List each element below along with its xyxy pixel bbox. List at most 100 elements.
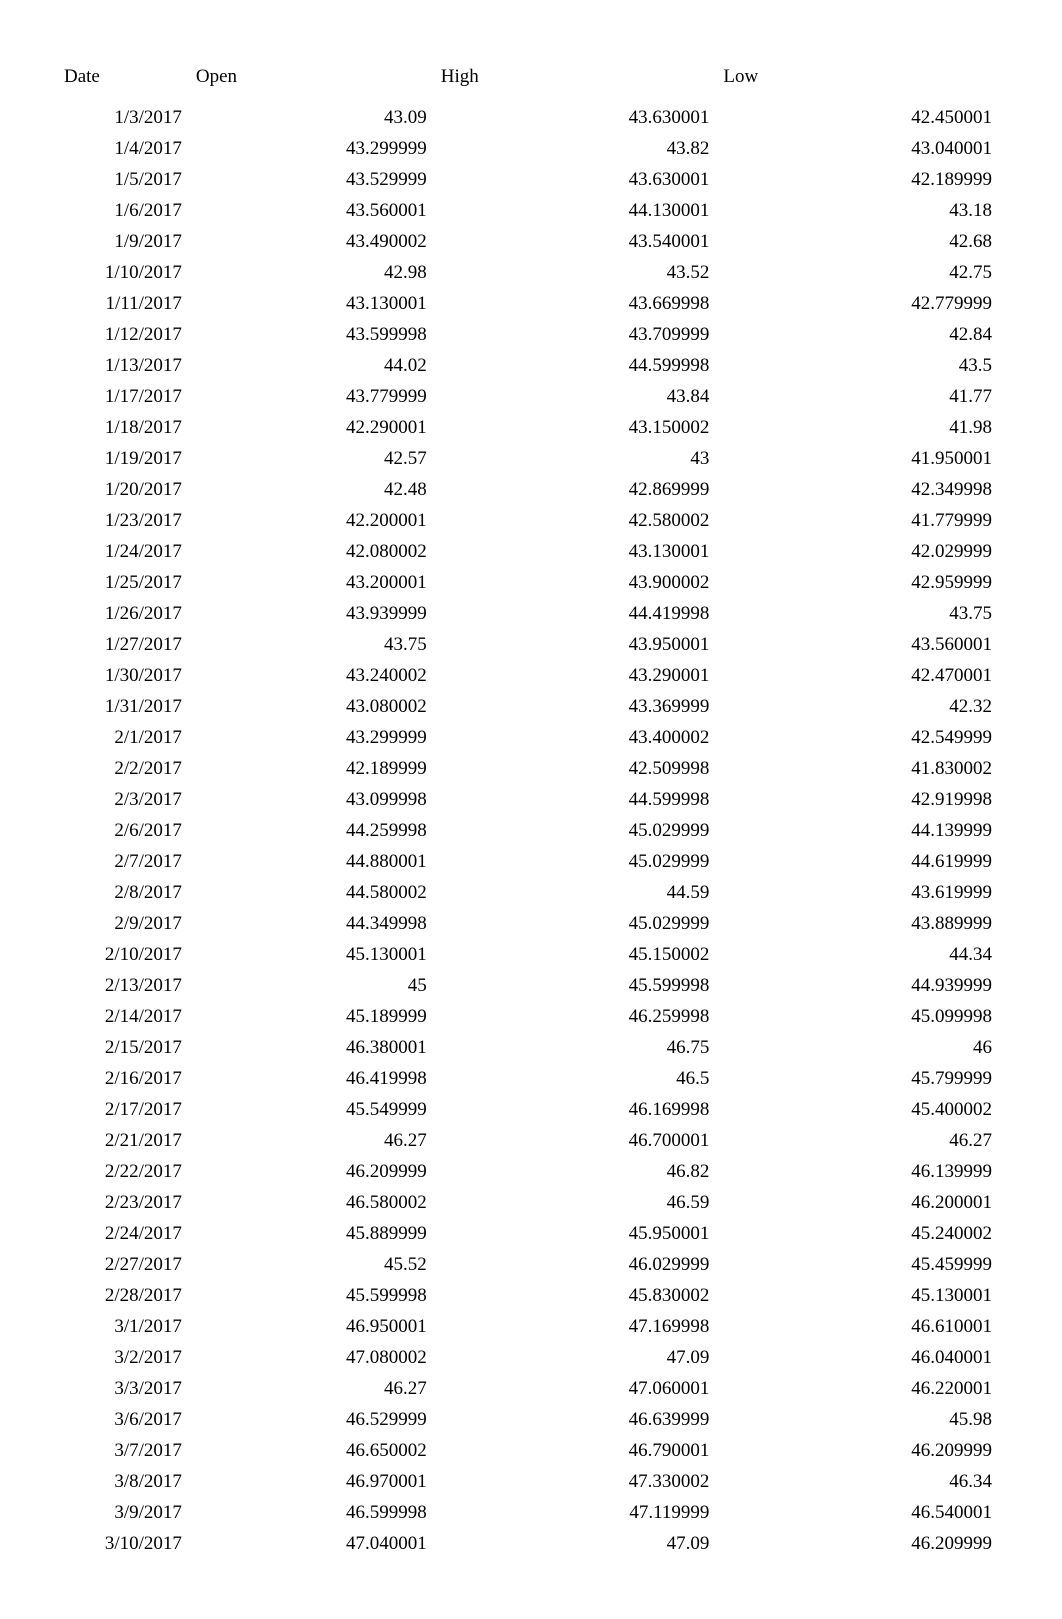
cell-high: 47.09	[437, 1528, 720, 1559]
cell-low: 44.34	[719, 939, 1002, 970]
table-row: 1/20/201742.4842.86999942.349998	[60, 474, 1002, 505]
cell-date: 1/17/2017	[60, 381, 192, 412]
cell-high: 43.369999	[437, 691, 720, 722]
cell-high: 44.59	[437, 877, 720, 908]
cell-open: 43.299999	[192, 133, 437, 164]
cell-date: 2/7/2017	[60, 846, 192, 877]
table-row: 1/26/201743.93999944.41999843.75	[60, 598, 1002, 629]
cell-date: 1/31/2017	[60, 691, 192, 722]
table-row: 2/16/201746.41999846.545.799999	[60, 1063, 1002, 1094]
cell-date: 2/10/2017	[60, 939, 192, 970]
cell-low: 41.830002	[719, 753, 1002, 784]
cell-date: 1/12/2017	[60, 319, 192, 350]
cell-open: 46.529999	[192, 1404, 437, 1435]
cell-date: 1/24/2017	[60, 536, 192, 567]
cell-date: 1/25/2017	[60, 567, 192, 598]
cell-date: 1/9/2017	[60, 226, 192, 257]
cell-date: 1/30/2017	[60, 660, 192, 691]
cell-open: 43.299999	[192, 722, 437, 753]
cell-date: 1/20/2017	[60, 474, 192, 505]
table-row: 2/14/201745.18999946.25999845.099998	[60, 1001, 1002, 1032]
cell-low: 41.779999	[719, 505, 1002, 536]
cell-date: 3/7/2017	[60, 1435, 192, 1466]
cell-low: 46.540001	[719, 1497, 1002, 1528]
cell-date: 1/18/2017	[60, 412, 192, 443]
table-row: 2/28/201745.59999845.83000245.130001	[60, 1280, 1002, 1311]
cell-high: 42.869999	[437, 474, 720, 505]
cell-open: 44.880001	[192, 846, 437, 877]
cell-open: 46.970001	[192, 1466, 437, 1497]
table-row: 1/6/201743.56000144.13000143.18	[60, 195, 1002, 226]
cell-low: 42.919998	[719, 784, 1002, 815]
cell-low: 45.459999	[719, 1249, 1002, 1280]
cell-open: 46.580002	[192, 1187, 437, 1218]
cell-date: 1/13/2017	[60, 350, 192, 381]
cell-low: 44.939999	[719, 970, 1002, 1001]
table-header-row: Date Open High Low	[60, 60, 1002, 102]
cell-date: 2/8/2017	[60, 877, 192, 908]
cell-open: 42.200001	[192, 505, 437, 536]
cell-open: 43.09	[192, 102, 437, 133]
table-row: 3/10/201747.04000147.0946.209999	[60, 1528, 1002, 1559]
cell-high: 46.169998	[437, 1094, 720, 1125]
cell-low: 45.130001	[719, 1280, 1002, 1311]
cell-low: 42.189999	[719, 164, 1002, 195]
cell-low: 46.139999	[719, 1156, 1002, 1187]
cell-high: 43	[437, 443, 720, 474]
table-row: 2/10/201745.13000145.15000244.34	[60, 939, 1002, 970]
cell-open: 46.419998	[192, 1063, 437, 1094]
table-row: 1/10/201742.9843.5242.75	[60, 257, 1002, 288]
table-row: 1/27/201743.7543.95000143.560001	[60, 629, 1002, 660]
table-row: 2/23/201746.58000246.5946.200001	[60, 1187, 1002, 1218]
cell-date: 2/13/2017	[60, 970, 192, 1001]
cell-open: 42.290001	[192, 412, 437, 443]
cell-open: 43.099998	[192, 784, 437, 815]
cell-date: 3/3/2017	[60, 1373, 192, 1404]
table-row: 2/13/20174545.59999844.939999	[60, 970, 1002, 1001]
cell-low: 41.77	[719, 381, 1002, 412]
cell-low: 43.560001	[719, 629, 1002, 660]
cell-high: 43.709999	[437, 319, 720, 350]
cell-low: 43.5	[719, 350, 1002, 381]
cell-low: 42.84	[719, 319, 1002, 350]
cell-high: 43.950001	[437, 629, 720, 660]
cell-date: 1/19/2017	[60, 443, 192, 474]
cell-open: 42.189999	[192, 753, 437, 784]
cell-date: 1/23/2017	[60, 505, 192, 536]
cell-high: 43.130001	[437, 536, 720, 567]
cell-open: 43.75	[192, 629, 437, 660]
cell-open: 42.48	[192, 474, 437, 505]
table-row: 2/1/201743.29999943.40000242.549999	[60, 722, 1002, 753]
cell-open: 45.889999	[192, 1218, 437, 1249]
cell-high: 42.509998	[437, 753, 720, 784]
cell-date: 1/3/2017	[60, 102, 192, 133]
cell-high: 46.5	[437, 1063, 720, 1094]
cell-high: 46.639999	[437, 1404, 720, 1435]
cell-date: 2/14/2017	[60, 1001, 192, 1032]
table-row: 1/12/201743.59999843.70999942.84	[60, 319, 1002, 350]
cell-high: 44.599998	[437, 350, 720, 381]
cell-low: 45.240002	[719, 1218, 1002, 1249]
cell-high: 43.150002	[437, 412, 720, 443]
table-row: 1/3/201743.0943.63000142.450001	[60, 102, 1002, 133]
cell-low: 42.68	[719, 226, 1002, 257]
cell-low: 43.040001	[719, 133, 1002, 164]
cell-high: 47.330002	[437, 1466, 720, 1497]
table-row: 3/1/201746.95000147.16999846.610001	[60, 1311, 1002, 1342]
cell-high: 43.540001	[437, 226, 720, 257]
cell-high: 43.84	[437, 381, 720, 412]
cell-open: 43.240002	[192, 660, 437, 691]
cell-high: 45.029999	[437, 908, 720, 939]
table-row: 2/24/201745.88999945.95000145.240002	[60, 1218, 1002, 1249]
cell-open: 44.349998	[192, 908, 437, 939]
cell-high: 45.029999	[437, 815, 720, 846]
cell-open: 47.080002	[192, 1342, 437, 1373]
cell-open: 46.209999	[192, 1156, 437, 1187]
table-row: 3/9/201746.59999847.11999946.540001	[60, 1497, 1002, 1528]
cell-low: 46.220001	[719, 1373, 1002, 1404]
cell-date: 2/27/2017	[60, 1249, 192, 1280]
cell-low: 45.099998	[719, 1001, 1002, 1032]
cell-open: 43.130001	[192, 288, 437, 319]
cell-low: 42.029999	[719, 536, 1002, 567]
cell-low: 42.959999	[719, 567, 1002, 598]
